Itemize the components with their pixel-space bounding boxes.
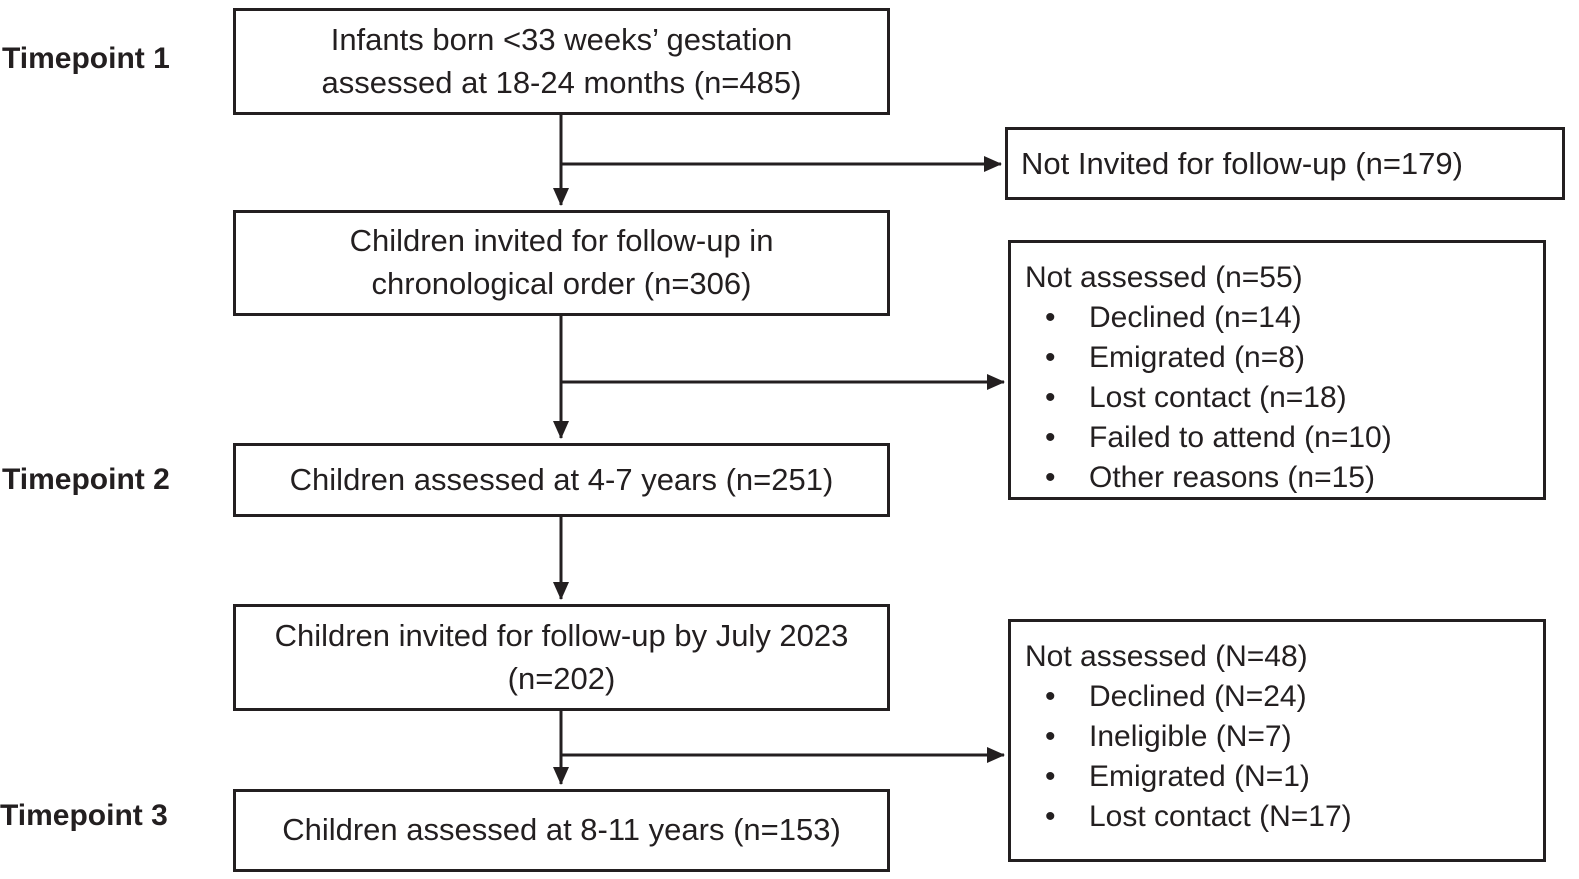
flow-box-invited-july-2023: Children invited for follow-up by July 2… — [233, 604, 890, 711]
flow-box-assessed-8-11-years-text: Children assessed at 8-11 years (n=153) — [282, 812, 841, 848]
timepoint-1-label: Timepoint 1 — [2, 42, 170, 75]
side-box-not-assessed-timepoint3-title: Not assessed (N=48) — [1025, 640, 1308, 673]
side-box-not-assessed-timepoint2-title: Not assessed (n=55) — [1025, 261, 1303, 294]
list-item: Declined (n=14) — [1025, 298, 1529, 338]
flow-box-assessed-4-7-years-text: Children assessed at 4-7 years (n=251) — [289, 461, 834, 497]
flow-box-invited-chronological: Children invited for follow-up in chrono… — [233, 210, 890, 316]
list-item: Lost contact (N=17) — [1025, 797, 1529, 837]
flow-box-infants-born: Infants born <33 weeks’ gestation assess… — [233, 8, 890, 115]
side-box-not-assessed-timepoint3: Not assessed (N=48) Declined (N=24) Inel… — [1008, 619, 1546, 862]
list-item: Other reasons (n=15) — [1025, 458, 1529, 498]
timepoint-2-label: Timepoint 2 — [2, 463, 170, 496]
flow-box-assessed-8-11-years: Children assessed at 8-11 years (n=153) — [233, 789, 890, 872]
flow-box-assessed-4-7-years: Children assessed at 4-7 years (n=251) — [233, 443, 890, 517]
not-assessed-timepoint3-reason-list: Declined (N=24) Ineligible (N=7) Emigrat… — [1025, 677, 1529, 837]
not-assessed-timepoint2-reason-list: Declined (n=14) Emigrated (n=8) Lost con… — [1025, 298, 1529, 498]
side-box-not-assessed-timepoint2: Not assessed (n=55) Declined (n=14) Emig… — [1008, 240, 1546, 500]
list-item: Lost contact (n=18) — [1025, 378, 1529, 418]
timepoint-3-label: Timepoint 3 — [0, 799, 168, 832]
list-item: Emigrated (n=8) — [1025, 338, 1529, 378]
side-box-not-invited-text: Not Invited for follow-up (n=179) — [1021, 145, 1463, 181]
list-item: Ineligible (N=7) — [1025, 717, 1529, 757]
list-item: Declined (N=24) — [1025, 677, 1529, 717]
flow-box-infants-born-text: Infants born <33 weeks’ gestation assess… — [321, 21, 802, 100]
flow-box-invited-july-2023-text: Children invited for follow-up by July 2… — [274, 617, 849, 696]
flow-box-invited-chronological-text: Children invited for follow-up in chrono… — [349, 223, 774, 301]
side-box-not-invited: Not Invited for follow-up (n=179) — [1005, 127, 1565, 200]
list-item: Failed to attend (n=10) — [1025, 418, 1529, 458]
list-item: Emigrated (N=1) — [1025, 757, 1529, 797]
